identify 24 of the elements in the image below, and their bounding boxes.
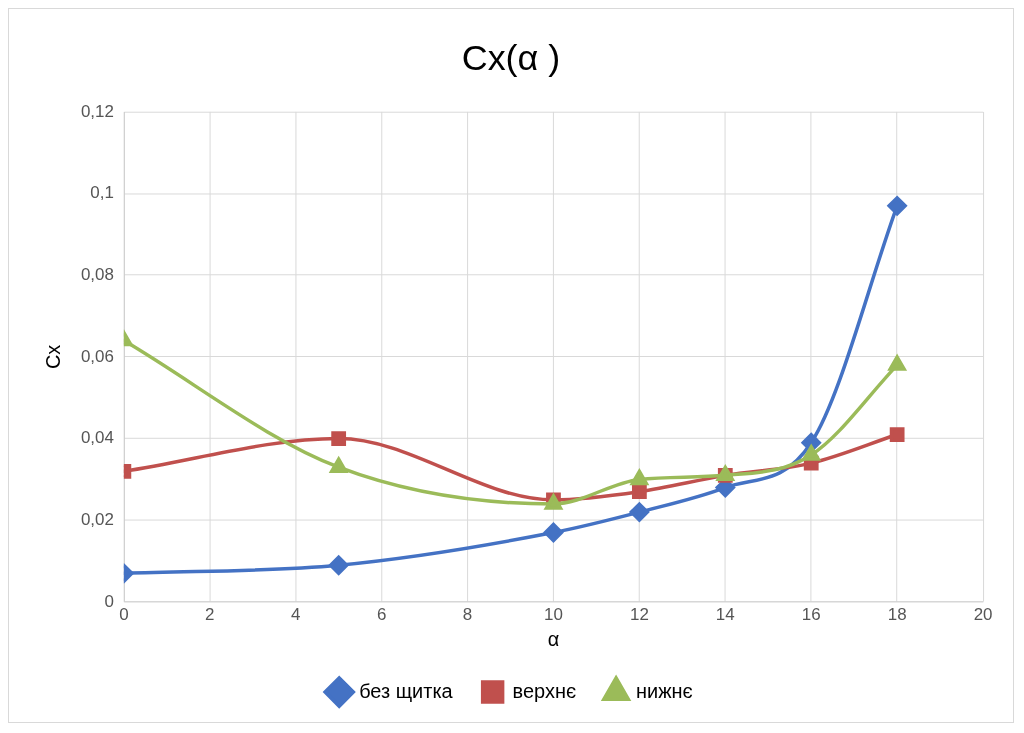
x-tick-label: 16 [801, 604, 821, 624]
y-tick-label: 0 [104, 591, 114, 611]
y-tick-label: 0,04 [80, 428, 114, 448]
x-tick-label: 18 [887, 604, 907, 624]
x-tick-label: 12 [629, 604, 649, 624]
x-tick-label: 14 [715, 604, 735, 624]
y-tick-label: 0,02 [80, 509, 114, 529]
y-tick-label: 0,06 [80, 346, 114, 366]
y-axis-title: Cx [42, 344, 65, 370]
legend-label: без щитка [359, 679, 454, 702]
x-tick-label: 8 [462, 604, 473, 624]
y-tick-label: 0,12 [80, 101, 114, 121]
x-tick-label: 6 [376, 604, 387, 624]
x-tick-label: 0 [119, 604, 129, 624]
x-tick-label: 10 [544, 604, 563, 624]
legend-label: верхнє [512, 679, 577, 702]
x-tick-label: 20 [973, 604, 993, 624]
x-tick-label: 4 [290, 604, 301, 624]
x-axis-title: α [547, 627, 560, 650]
y-tick-label: 0,1 [90, 183, 114, 203]
chart-title: Cx(α ) [461, 37, 561, 79]
y-tick-label: 0,08 [80, 264, 114, 284]
legend-label: нижнє [636, 679, 693, 702]
x-tick-label: 2 [205, 604, 215, 624]
